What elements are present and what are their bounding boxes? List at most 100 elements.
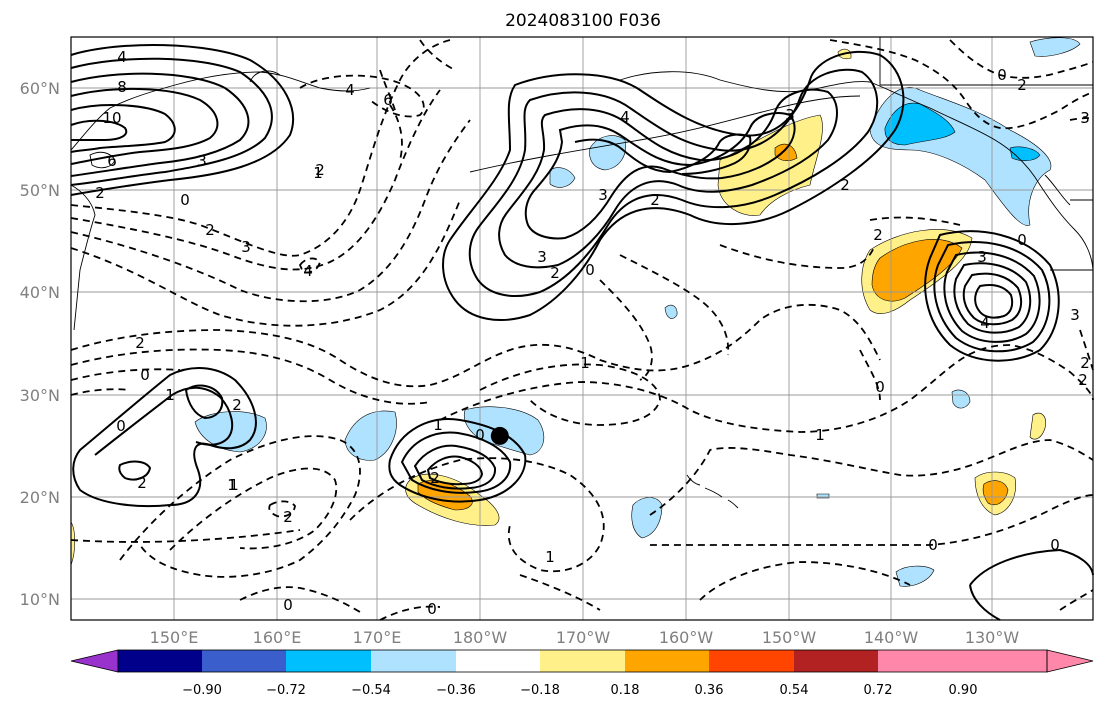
map-panel: 4 8 10 6 3 2 0 2 3 4 6 4 2 1 4 3 3 2 0 3…: [70, 36, 1094, 621]
contour-label: 2: [283, 508, 293, 526]
colorbar-tick: 0.90: [949, 683, 978, 698]
colorbar-tick: 0.18: [611, 683, 640, 698]
lon-label-170w: 170°W: [556, 628, 611, 647]
contour-label: 4: [117, 48, 127, 66]
contour-label: 0: [1050, 536, 1060, 554]
contour-label: 0: [180, 191, 190, 209]
lat-label-30n: 30°N: [20, 386, 60, 405]
contour-label: 2: [550, 264, 560, 282]
colorbar-tick: −0.18: [520, 683, 560, 698]
contour-label: 0: [116, 417, 126, 435]
colorbar-frame: [117, 649, 1048, 673]
contour-label: 2: [232, 396, 242, 414]
contour-label: 3: [785, 106, 795, 124]
dashed-contours: [70, 39, 1094, 621]
shade-neg-region: [664, 304, 678, 319]
lon-label-180w: 180°W: [453, 628, 508, 647]
contour-label: 1: [227, 476, 237, 494]
colorbar-segment: [286, 650, 371, 672]
shade-neg-region: [895, 565, 935, 587]
colorbar-segment: [202, 650, 286, 672]
lon-tick-labels: 150°E 160°E 170°E 180°W 170°W 160°W 150°…: [150, 628, 1020, 647]
colorbar-segment: [540, 650, 625, 672]
contour-label: 0: [427, 600, 437, 618]
lon-label-150e: 150°E: [150, 628, 199, 647]
colorbar-tick: 0.36: [695, 683, 724, 698]
lon-label-150w: 150°W: [762, 628, 817, 647]
lon-label-130w: 130°W: [965, 628, 1020, 647]
lat-tick-labels: 10°N 20°N 30°N 40°N 50°N 60°N: [20, 79, 60, 609]
lat-label-10n: 10°N: [20, 590, 60, 609]
solid-contours: [70, 44, 1094, 621]
storm-center-marker: [490, 426, 509, 445]
lat-label-60n: 60°N: [20, 79, 60, 98]
shade-neg-region: [344, 410, 397, 461]
contour-label: 1: [313, 164, 323, 182]
shade-pos-region: [1029, 412, 1046, 440]
contour-label: 1: [229, 476, 239, 494]
shade-pos-region: [871, 239, 963, 302]
contour-label: 3: [598, 186, 608, 204]
colorbar-extend-high: [1046, 649, 1094, 673]
contour-label: 3: [977, 248, 987, 266]
contour-label: 0: [875, 378, 885, 396]
contour-label: 2: [1017, 76, 1027, 94]
colorbar-tick: −0.90: [182, 683, 222, 698]
contour-label: 3: [537, 248, 547, 266]
lat-label-40n: 40°N: [20, 283, 60, 302]
contour-label: 4: [980, 314, 990, 332]
colorbar-segment: [456, 650, 540, 672]
lat-label-50n: 50°N: [20, 181, 60, 200]
contour-label: 8: [117, 78, 127, 96]
lon-label-170e: 170°E: [353, 628, 402, 647]
colorbar-segment: [794, 650, 878, 672]
colorbar-tick: 0.72: [864, 683, 893, 698]
contour-label: 2: [135, 334, 145, 352]
colorbar: −0.90 −0.72 −0.54 −0.36 −0.18 0.18 0.36 …: [70, 649, 1094, 698]
colorbar-segment: [118, 650, 202, 672]
lon-label-160w: 160°W: [659, 628, 714, 647]
contour-label: 3: [197, 152, 207, 170]
contour-label: 4: [303, 262, 313, 280]
contour-label: 4: [345, 81, 355, 99]
contour-label: 0: [140, 366, 150, 384]
colorbar-segment: [963, 650, 1047, 672]
contour-label: 2: [1080, 354, 1090, 372]
shade-pos-region: [982, 480, 1009, 506]
contour-label: 2: [873, 226, 883, 244]
colorbar-segment: [709, 650, 794, 672]
contour-label: 2: [205, 221, 215, 239]
colorbar-tick: −0.54: [351, 683, 391, 698]
lon-label-160e: 160°E: [253, 628, 302, 647]
contour-label: 0: [1017, 231, 1027, 249]
contour-labels: 4 8 10 6 3 2 0 2 3 4 6 4 2 1 4 3 3 2 0 3…: [95, 48, 1090, 618]
colorbar-tick: −0.72: [266, 683, 306, 698]
contour-label: 10: [102, 109, 121, 127]
contour-label: 2: [1078, 371, 1088, 389]
contour-label: 0: [997, 66, 1007, 84]
colorbar-tick: 0.54: [780, 683, 809, 698]
contour-label: 3: [1070, 306, 1080, 324]
contour-label: 2: [137, 474, 147, 492]
contour-label: 1: [545, 548, 555, 566]
contour-label: 0: [283, 596, 293, 614]
contour-label: 2: [95, 184, 105, 202]
figure-title: 2024083100 F036: [505, 11, 661, 31]
contour-label: 4: [620, 108, 630, 126]
contour-label: 2: [430, 469, 440, 487]
map-frame: [70, 36, 1094, 621]
contour-label: 3: [241, 238, 251, 256]
contour-label: 6: [107, 152, 117, 170]
contour-label: 1: [165, 386, 175, 404]
contour-label: 0: [585, 261, 595, 279]
shade-neg-region: [549, 167, 576, 188]
contour-label: 0: [928, 536, 938, 554]
colorbar-segment: [371, 650, 456, 672]
shade-pos-region: [774, 143, 798, 161]
contour-label: 1: [815, 426, 825, 444]
colorbar-segment: [878, 650, 963, 672]
contour-label: 2: [840, 176, 850, 194]
contour-label: 1: [580, 354, 590, 372]
shade-neg-region: [631, 497, 663, 539]
